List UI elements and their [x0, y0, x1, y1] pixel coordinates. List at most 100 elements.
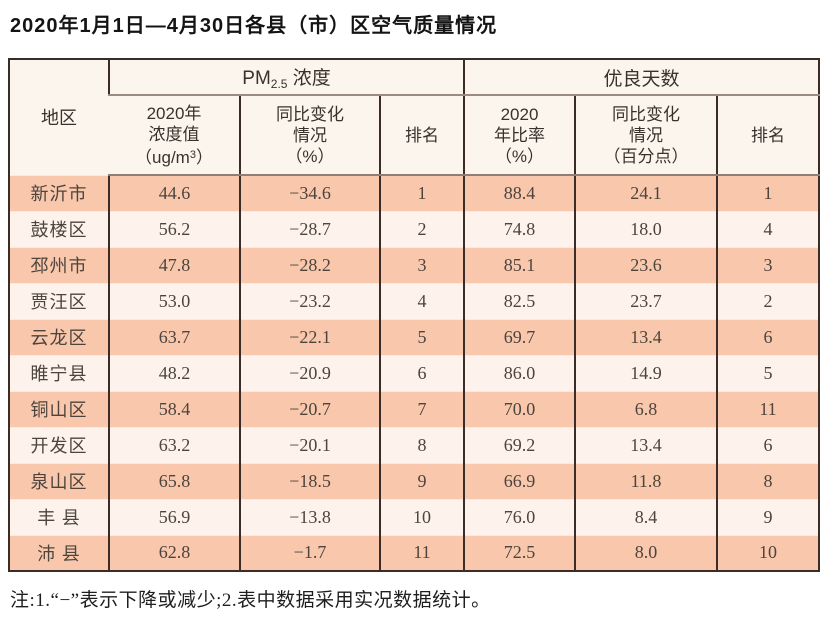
air-quality-table-wrap: 地区 PM2.5 浓度 优良天数 2020年 浓度值 （ug/m3） 同比变化 … [8, 58, 821, 572]
pm-value-unit-suffix: ） [195, 147, 213, 167]
table-row: 鼓楼区 56.2 −28.7 2 74.8 18.0 4 [9, 210, 820, 247]
table-row: 泉山区 65.8 −18.5 9 66.9 11.8 8 [9, 462, 820, 499]
col-group-pm25: PM2.5 浓度 [108, 59, 464, 96]
good-rate-cell: 66.9 [463, 462, 575, 499]
pm-change-line1: 同比变化 [276, 104, 344, 124]
good-rank-cell: 9 [715, 498, 820, 535]
pm-value-cell: 56.9 [108, 498, 240, 535]
pm-rank-cell: 9 [379, 462, 464, 499]
pm-rank-cell: 10 [379, 498, 464, 535]
region-cell: 云龙区 [9, 318, 109, 355]
good-change-cell: 6.8 [574, 390, 717, 427]
good-change-cell: 23.6 [574, 246, 717, 283]
region-cell: 丰 县 [9, 498, 109, 535]
pm-rank-cell: 8 [379, 426, 464, 463]
good-rank-cell: 5 [715, 354, 820, 391]
good-rank-cell: 1 [715, 174, 820, 211]
pm25-label-prefix: PM [242, 68, 271, 89]
good-rate-line2: 年比率 [494, 125, 545, 145]
pm-value-cell: 63.2 [108, 426, 240, 463]
good-rank-cell: 6 [715, 318, 820, 355]
pm25-label-suffix: 浓度 [287, 68, 331, 89]
table-row: 沛 县 62.8 −1.7 11 72.5 8.0 10 [9, 534, 820, 571]
pm-value-unit-prefix: （ug/m [135, 147, 190, 167]
pm-change-cell: −22.1 [239, 318, 380, 355]
pm-value-cell: 53.0 [108, 282, 240, 319]
good-change-cell: 24.1 [574, 174, 717, 211]
table-row: 开发区 63.2 −20.1 8 69.2 13.4 6 [9, 426, 820, 463]
good-rate-cell: 76.0 [463, 498, 575, 535]
pm-value-unit-sup: 3 [189, 148, 196, 161]
col-header-good-rank: 排名 [715, 95, 820, 176]
good-rate-cell: 69.2 [463, 426, 575, 463]
region-cell: 铜山区 [9, 390, 109, 427]
pm-change-cell: −13.8 [239, 498, 380, 535]
table-row: 丰 县 56.9 −13.8 10 76.0 8.4 9 [9, 498, 820, 535]
region-cell: 鼓楼区 [9, 210, 109, 247]
pm-rank-cell: 3 [379, 246, 464, 283]
good-change-cell: 14.9 [574, 354, 717, 391]
page-title: 2020年1月1日—4月30日各县（市）区空气质量情况 [10, 15, 498, 37]
col-header-good-change: 同比变化 情况 （百分点） [574, 95, 717, 176]
pm-change-cell: −20.7 [239, 390, 380, 427]
good-rank-cell: 8 [715, 462, 820, 499]
air-quality-table: 地区 PM2.5 浓度 优良天数 2020年 浓度值 （ug/m3） 同比变化 … [8, 58, 821, 572]
good-rate-cell: 69.7 [463, 318, 575, 355]
table-row: 贾汪区 53.0 −23.2 4 82.5 23.7 2 [9, 282, 820, 319]
col-header-pm-change: 同比变化 情况 （%） [239, 95, 380, 176]
pm-value-cell: 63.7 [108, 318, 240, 355]
pm-change-cell: −20.1 [239, 426, 380, 463]
good-change-cell: 13.4 [574, 318, 717, 355]
region-cell: 新沂市 [9, 174, 109, 211]
good-change-cell: 23.7 [574, 282, 717, 319]
pm-rank-cell: 7 [379, 390, 464, 427]
col-header-pm-rank: 排名 [379, 95, 464, 176]
pm-value-cell: 58.4 [108, 390, 240, 427]
table-footnote: 注:1.“−”表示下降或减少;2.表中数据采用实况数据统计。 [10, 590, 491, 611]
pm-value-cell: 56.2 [108, 210, 240, 247]
good-change-cell: 11.8 [574, 462, 717, 499]
pm-change-cell: −28.2 [239, 246, 380, 283]
good-rank-cell: 10 [715, 534, 820, 571]
header-sub-row: 2020年 浓度值 （ug/m3） 同比变化 情况 （%） 排名 2020 年比… [9, 95, 820, 176]
pm-change-cell: −18.5 [239, 462, 380, 499]
pm-change-line2: 情况 [293, 125, 327, 145]
good-change-line2: 情况 [629, 125, 663, 145]
pm-value-line1: 2020年 [146, 103, 202, 123]
pm-rank-cell: 2 [379, 210, 464, 247]
pm-value-cell: 48.2 [108, 354, 240, 391]
pm-rank-cell: 6 [379, 354, 464, 391]
table-row: 睢宁县 48.2 −20.9 6 86.0 14.9 5 [9, 354, 820, 391]
pm-rank-cell: 4 [379, 282, 464, 319]
good-rate-cell: 88.4 [463, 174, 575, 211]
table-row: 新沂市 44.6 −34.6 1 88.4 24.1 1 [9, 174, 820, 211]
pm-value-cell: 44.6 [108, 174, 240, 211]
good-change-cell: 13.4 [574, 426, 717, 463]
good-rate-cell: 86.0 [463, 354, 575, 391]
good-change-line1: 同比变化 [612, 104, 680, 124]
table-row: 云龙区 63.7 −22.1 5 69.7 13.4 6 [9, 318, 820, 355]
good-rate-cell: 74.8 [463, 210, 575, 247]
good-change-line3: （百分点） [603, 146, 689, 166]
pm-rank-cell: 5 [379, 318, 464, 355]
pm-change-cell: −20.9 [239, 354, 380, 391]
pm-value-line2: 浓度值 [148, 124, 200, 144]
table-row: 铜山区 58.4 −20.7 7 70.0 6.8 11 [9, 390, 820, 427]
pm-change-cell: −34.6 [239, 174, 380, 211]
good-change-cell: 8.0 [574, 534, 717, 571]
region-cell: 睢宁县 [9, 354, 109, 391]
pm25-label-subscript: 2.5 [270, 77, 288, 91]
good-rate-cell: 72.5 [463, 534, 575, 571]
pm-change-cell: −1.7 [239, 534, 380, 571]
good-rate-cell: 82.5 [463, 282, 575, 319]
pm-rank-cell: 1 [379, 174, 464, 211]
pm-value-cell: 62.8 [108, 534, 240, 571]
good-change-cell: 8.4 [574, 498, 717, 535]
region-cell: 邳州市 [9, 246, 109, 283]
good-rank-cell: 6 [715, 426, 820, 463]
pm-value-unit: （ug/m3） [109, 145, 239, 168]
col-group-good-days: 优良天数 [462, 59, 820, 96]
region-cell: 沛 县 [9, 534, 109, 571]
table-row: 邳州市 47.8 −28.2 3 85.1 23.6 3 [9, 246, 820, 283]
